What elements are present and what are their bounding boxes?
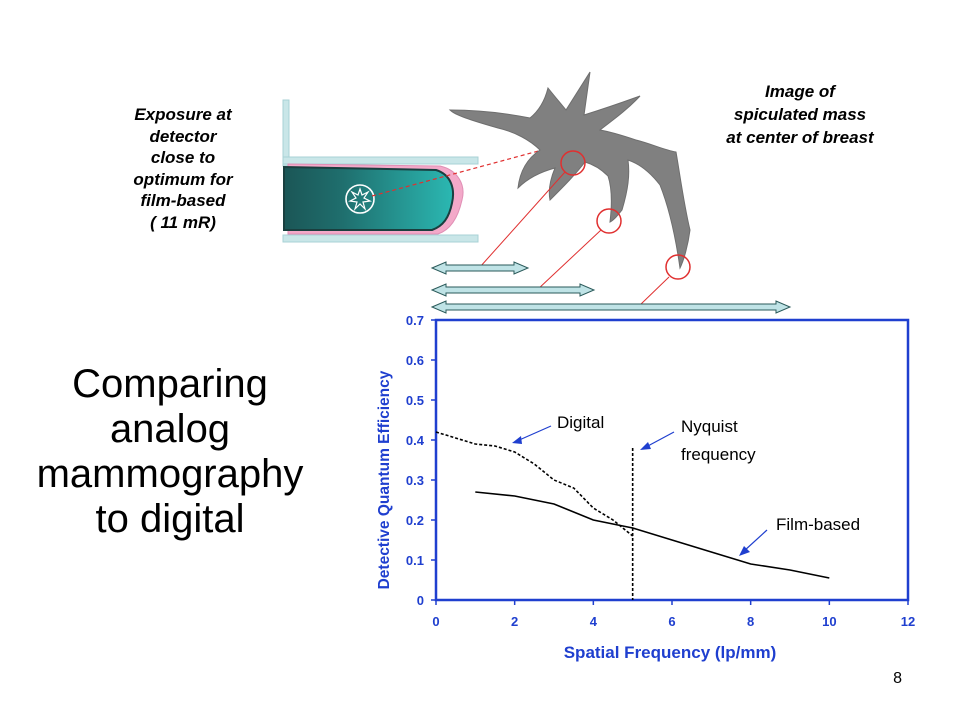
- compression-plate-top: [282, 156, 479, 165]
- scale-arrow-short: [430, 261, 530, 275]
- exposure-caption-line: ( 11 mR): [150, 212, 216, 232]
- y-tick-label: 0: [417, 593, 424, 608]
- x-tick-label: 0: [432, 614, 439, 629]
- exposure-caption-line: film-based: [140, 191, 226, 210]
- dashed-connector-line: [371, 142, 569, 197]
- slide-title-line: analog: [109, 407, 231, 451]
- compression-plate-post: [282, 99, 290, 167]
- page-number: 8: [893, 670, 902, 687]
- y-tick-label: 0.4: [406, 433, 425, 448]
- exposure-caption-line: detector: [149, 126, 217, 146]
- leader-line-middle: [536, 229, 602, 291]
- series-line-digital: [435, 431, 634, 537]
- mass-caption-line: spiculated mass: [733, 105, 867, 124]
- y-tick-label: 0.2: [406, 513, 424, 528]
- exposure-caption-line: Exposure at: [134, 105, 232, 124]
- scale-arrow-medium: [430, 283, 596, 297]
- x-tick-label: 6: [668, 614, 675, 629]
- exposure-caption: Exposure at detector close to optimum fo…: [108, 104, 258, 233]
- mass-caption: Image of spiculated mass at center of br…: [690, 80, 910, 149]
- slide-title-line: mammography: [36, 452, 304, 496]
- slide-title-line: Comparing: [72, 362, 268, 406]
- x-tick-label: 12: [901, 614, 915, 629]
- y-tick-label: 0.3: [406, 473, 424, 488]
- compression-plate-bottom: [282, 234, 479, 243]
- annotation-nyquist-line1: Nyquist: [681, 417, 738, 436]
- scale-arrow-long: [430, 300, 792, 314]
- slide-title-line: to digital: [95, 497, 245, 541]
- annotation-film-based: Film-based: [776, 515, 860, 534]
- leader-line-near: [479, 171, 566, 268]
- x-tick-label: 10: [822, 614, 836, 629]
- series-line-film-based: [475, 491, 830, 579]
- slide-title: Comparing analog mammography to digital: [20, 362, 320, 542]
- annotation-pointer-film: [739, 529, 768, 556]
- plot-frame: [434, 318, 910, 602]
- y-tick-label: 0.5: [406, 393, 424, 408]
- annotation-pointer-nyquist: [640, 431, 675, 450]
- breast-tissue: [283, 165, 455, 231]
- annotation-nyquist-line2: frequency: [681, 445, 756, 464]
- x-tick-label: 8: [747, 614, 754, 629]
- y-axis-label: Detective Quantum Efficiency: [376, 370, 393, 589]
- lesion-star-icon: [345, 184, 375, 214]
- mass-caption-line: at center of breast: [726, 128, 874, 147]
- exposure-caption-line: optimum for: [133, 169, 233, 189]
- annotation-digital: Digital: [557, 413, 604, 432]
- exposure-caption-line: close to: [150, 148, 216, 167]
- annotation-pointer-digital: [512, 425, 552, 444]
- zoom-circle-near: [560, 150, 586, 176]
- leader-line-far: [639, 276, 670, 306]
- mass-caption-line: Image of: [765, 82, 835, 101]
- x-axis-label: Spatial Frequency (lp/mm): [564, 643, 777, 662]
- y-tick-label: 0.6: [406, 353, 424, 368]
- x-tick-label: 2: [511, 614, 518, 629]
- y-tick-label: 0.1: [406, 553, 424, 568]
- x-tick-label: 4: [590, 614, 598, 629]
- y-tick-label: 0.7: [406, 313, 424, 328]
- zoom-circle-far: [665, 254, 691, 280]
- zoom-circle-middle: [596, 208, 622, 234]
